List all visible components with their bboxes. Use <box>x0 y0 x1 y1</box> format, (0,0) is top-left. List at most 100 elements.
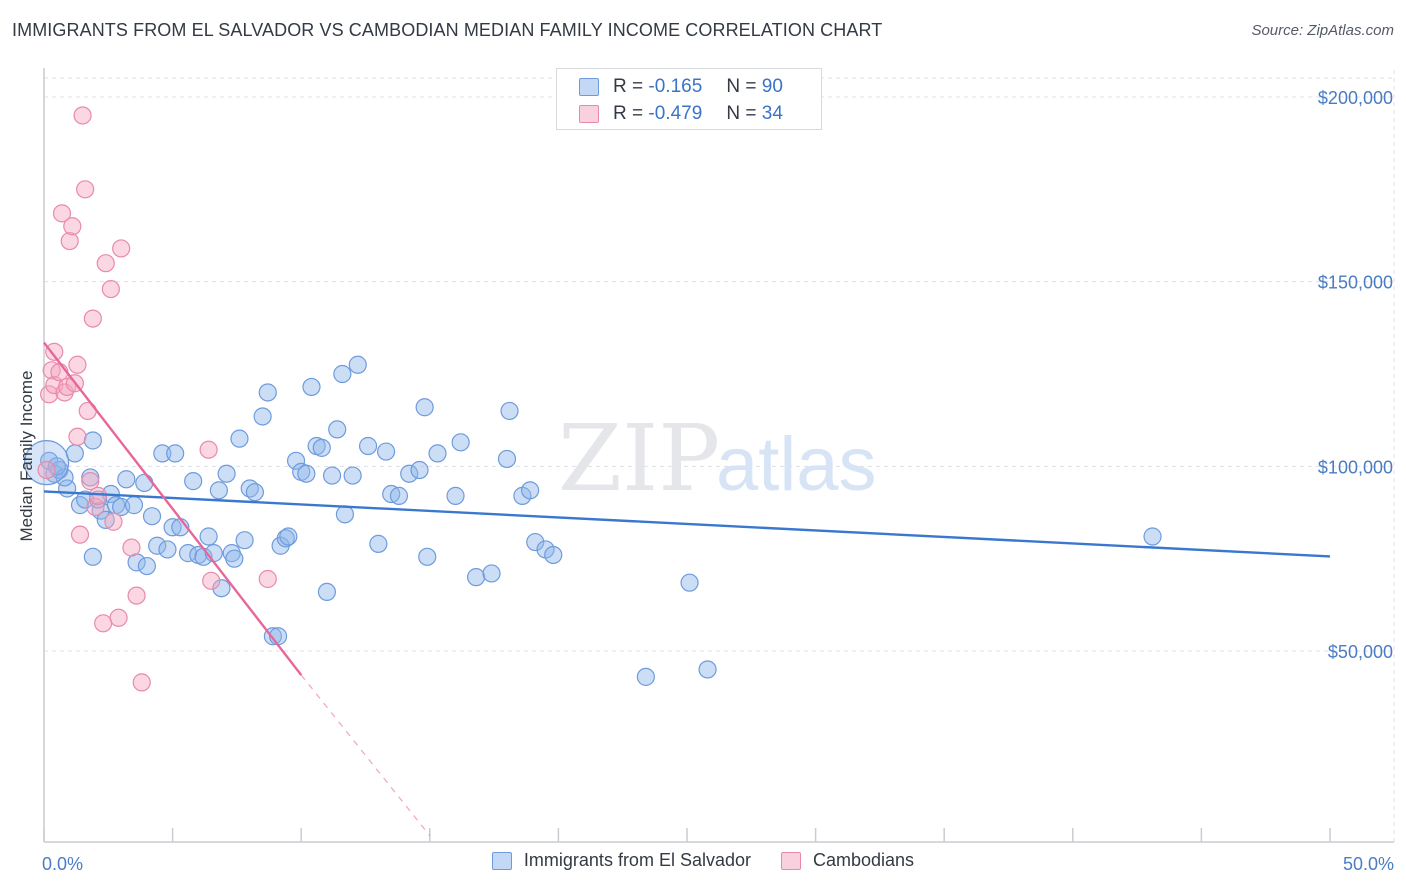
r-value: -0.165 <box>648 76 703 97</box>
data-point <box>148 536 167 555</box>
data-point <box>297 464 316 483</box>
data-point <box>83 431 102 450</box>
data-point <box>202 571 221 590</box>
legend-item-el-salvador[interactable]: Immigrants from El Salvador <box>491 850 751 871</box>
data-point <box>70 496 90 515</box>
data-point <box>369 534 388 553</box>
n-value: 90 <box>761 76 783 97</box>
data-point <box>328 420 347 439</box>
n-value: 34 <box>761 103 783 124</box>
trend-line <box>43 341 303 676</box>
data-point <box>348 355 367 374</box>
data-point <box>482 564 501 583</box>
r-label: R = <box>613 76 644 97</box>
r-label: R = <box>613 103 644 124</box>
data-point <box>428 444 447 463</box>
data-point <box>37 460 56 480</box>
data-point <box>279 527 298 546</box>
series-el-salvador-points <box>23 355 1162 686</box>
data-point <box>101 279 120 299</box>
data-point <box>94 614 113 633</box>
data-point <box>122 538 141 557</box>
data-point <box>466 568 486 587</box>
data-point <box>317 582 337 602</box>
data-point <box>698 660 717 679</box>
data-point <box>60 231 79 251</box>
data-point <box>286 451 306 470</box>
data-point <box>389 486 409 505</box>
data-point <box>258 383 277 402</box>
data-point <box>127 586 146 605</box>
data-point <box>124 496 144 515</box>
data-point <box>40 385 59 404</box>
data-point <box>358 436 378 456</box>
data-point <box>521 481 540 500</box>
y-axis-label: Median Family Income <box>17 370 36 541</box>
legend-label: Cambodians <box>813 850 915 870</box>
y-tick-label: $200,000 <box>1318 88 1393 108</box>
data-point <box>302 377 321 397</box>
x-tick-label: 0.0% <box>42 854 83 874</box>
source-label: Source: ZipAtlas.com <box>1251 22 1394 39</box>
data-point <box>184 472 203 491</box>
data-point <box>86 497 105 517</box>
data-point <box>96 254 115 273</box>
stats-row-el-salvador: R = -0.165 N = 90 <box>579 74 783 100</box>
data-point <box>68 427 87 446</box>
trend-line <box>43 490 1331 558</box>
data-point <box>45 342 64 361</box>
data-point <box>104 512 123 531</box>
data-point <box>544 545 563 565</box>
trend-lines <box>43 341 1331 837</box>
data-point <box>451 433 470 452</box>
data-point <box>199 440 218 459</box>
data-point <box>63 217 82 236</box>
n-label: N = <box>726 76 757 97</box>
legend-swatch-el-salvador <box>491 851 512 870</box>
data-point <box>112 239 131 258</box>
legend-swatch-el-salvador <box>579 78 599 96</box>
data-point <box>497 449 517 469</box>
stats-legend: R = -0.165 N = 90 R = -0.479 N = 34 <box>556 68 822 130</box>
data-point <box>526 532 545 552</box>
r-value: -0.479 <box>648 103 703 124</box>
data-point <box>245 483 265 502</box>
y-tick-label: $50,000 <box>1328 642 1393 662</box>
legend-item-cambodians[interactable]: Cambodians <box>781 850 914 871</box>
series-legend: Immigrants from El Salvador Cambodians <box>0 850 1406 871</box>
chart-title: IMMIGRANTS FROM EL SALVADOR VS CAMBODIAN… <box>12 20 883 40</box>
stats-row-cambodians: R = -0.479 N = 34 <box>579 101 783 127</box>
data-point <box>253 407 272 426</box>
x-tick-label: 50.0% <box>1343 854 1394 874</box>
data-point <box>68 355 87 374</box>
data-point <box>70 525 90 544</box>
data-point <box>73 106 92 125</box>
data-point <box>446 486 465 505</box>
y-tick-label: $150,000 <box>1318 273 1393 293</box>
data-point <box>81 472 100 491</box>
data-point <box>212 579 231 598</box>
data-point <box>235 531 254 550</box>
data-point <box>322 466 342 485</box>
data-point <box>500 401 519 421</box>
watermark: ZIP atlas <box>558 405 877 512</box>
data-point <box>83 309 102 328</box>
n-label: N = <box>726 103 757 124</box>
data-point <box>400 464 419 483</box>
data-point-cluster <box>23 440 70 486</box>
data-point <box>153 444 172 463</box>
tick-labels: $50,000 $100,000 $150,000 $200,000 0.0% 50.0% <box>42 88 1394 874</box>
axes <box>43 68 1394 843</box>
data-point <box>1143 527 1162 546</box>
data-point <box>230 429 249 448</box>
data-point <box>636 667 655 686</box>
legend-swatch-cambodians <box>781 851 801 870</box>
data-point <box>132 673 151 692</box>
data-point <box>47 457 66 476</box>
data-point <box>199 527 218 546</box>
data-point <box>76 180 95 199</box>
data-point <box>335 505 355 524</box>
y-tick-label: $100,000 <box>1318 457 1393 477</box>
data-point <box>158 540 177 559</box>
